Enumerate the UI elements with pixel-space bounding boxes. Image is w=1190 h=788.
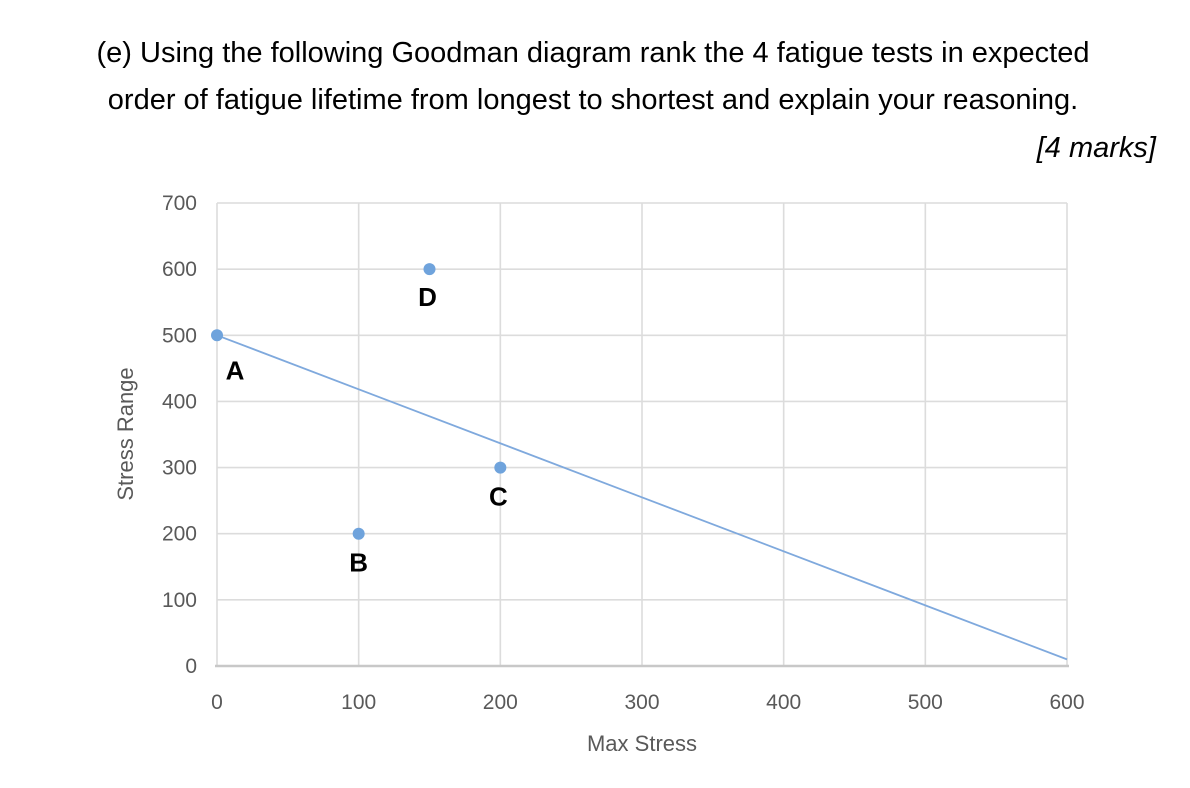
data-point-label-D: D <box>418 282 437 312</box>
y-tick-label-300: 300 <box>162 457 197 480</box>
y-axis-title: Stress Range <box>113 367 138 500</box>
y-tick-label-700: 700 <box>162 192 197 215</box>
data-point-B <box>352 527 365 540</box>
y-tick-label-200: 200 <box>162 523 197 546</box>
x-tick-label-300: 300 <box>624 691 659 714</box>
question-line-2: order of fatigue lifetime from longest t… <box>107 84 1079 116</box>
y-tick-label-500: 500 <box>162 324 197 347</box>
y-tick-label-0: 0 <box>185 655 197 678</box>
data-point-D <box>423 263 436 276</box>
y-tick-label-400: 400 <box>162 390 197 413</box>
data-point-label-A: A <box>226 355 245 385</box>
x-tick-label-200: 200 <box>483 691 518 714</box>
y-tick-label-600: 600 <box>162 258 197 281</box>
data-point-label-C: C <box>489 482 508 512</box>
question-marks: [4 marks] <box>1036 132 1156 164</box>
question-text: (e) Using the following Goodman diagram … <box>30 30 1157 172</box>
question-line-1: (e) Using the following Goodman diagram … <box>96 37 1090 69</box>
data-point-label-B: B <box>349 548 368 578</box>
x-tick-label-500: 500 <box>908 691 943 714</box>
x-axis-title: Max Stress <box>587 731 697 756</box>
goodman-line <box>216 334 1068 661</box>
x-tick-label-600: 600 <box>1049 691 1084 714</box>
x-tick-label-100: 100 <box>341 691 376 714</box>
data-point-A <box>211 329 223 342</box>
x-tick-label-0: 0 <box>211 691 223 714</box>
y-tick-label-100: 100 <box>162 589 197 612</box>
data-point-C <box>494 461 507 474</box>
x-tick-label-400: 400 <box>766 691 801 714</box>
